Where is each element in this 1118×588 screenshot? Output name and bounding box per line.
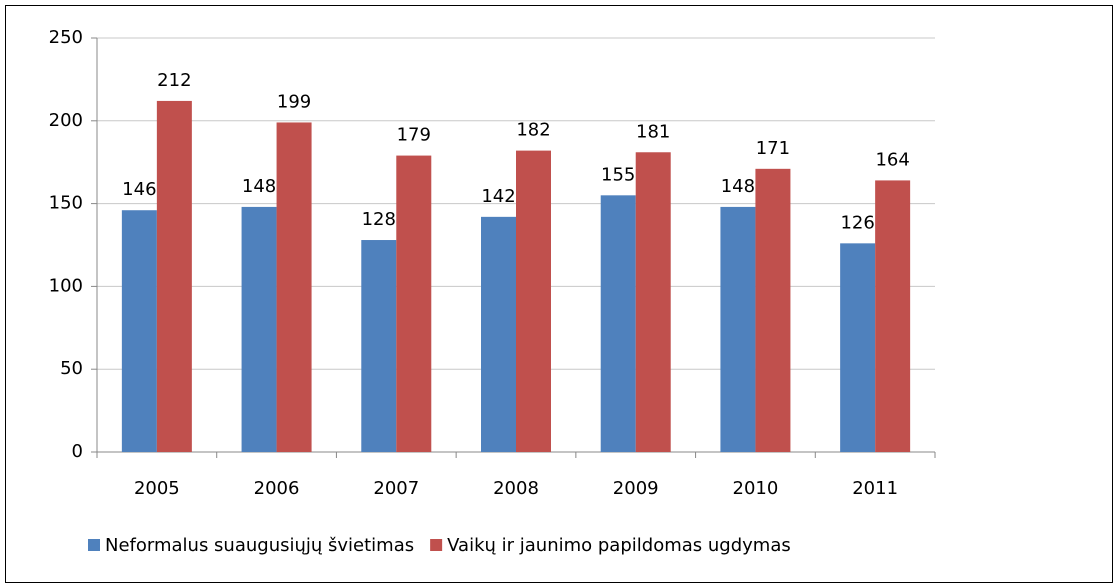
bar [361, 240, 397, 452]
bar [121, 210, 157, 452]
data-label: 164 [875, 149, 909, 170]
legend-label: Vaikų ir jaunimo papildomas ugdymas [447, 535, 791, 556]
bar [276, 122, 312, 453]
x-tick-label: 2007 [373, 478, 419, 499]
bar [875, 180, 911, 452]
bar [241, 206, 277, 452]
bar [516, 150, 551, 452]
data-label: 155 [601, 164, 635, 185]
bar [755, 168, 791, 452]
data-label: 179 [397, 125, 431, 146]
data-label: 128 [362, 209, 396, 230]
data-label: 142 [481, 186, 515, 207]
y-tick-label: 50 [60, 358, 83, 379]
x-tick-label: 2006 [254, 478, 300, 499]
y-tick-label: 250 [49, 27, 83, 48]
bar [840, 243, 876, 452]
data-label: 148 [721, 176, 755, 197]
x-tick-label: 2010 [733, 478, 779, 499]
data-label: 182 [516, 120, 550, 141]
y-tick-label: 100 [49, 275, 83, 296]
data-label: 181 [636, 121, 670, 142]
bar [156, 100, 192, 452]
data-label: 146 [122, 179, 156, 200]
bar [481, 216, 516, 452]
y-tick-label: 150 [49, 193, 83, 214]
data-label: 126 [840, 212, 874, 233]
bar [635, 152, 671, 452]
x-tick-label: 2005 [134, 478, 180, 499]
data-label: 148 [242, 176, 276, 197]
x-tick-label: 2009 [613, 478, 659, 499]
bar [600, 195, 636, 452]
data-label: 212 [157, 70, 191, 91]
legend-label: Neformalus suaugusiųjų švietimas [105, 535, 414, 556]
y-tick-label: 0 [72, 441, 83, 462]
legend-swatch [430, 539, 443, 551]
bar [396, 155, 432, 453]
x-tick-label: 2008 [493, 478, 539, 499]
bar [720, 206, 756, 452]
data-label: 171 [756, 138, 790, 159]
x-tick-label: 2011 [852, 478, 898, 499]
y-tick-label: 200 [49, 110, 83, 131]
legend-swatch [88, 539, 100, 551]
data-label: 199 [277, 91, 311, 112]
